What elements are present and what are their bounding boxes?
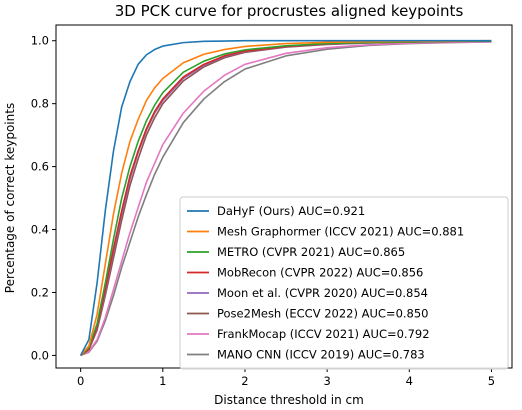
legend-entry: MobRecon (CVPR 2022) AUC=0.856 bbox=[217, 266, 423, 280]
x-axis: 0 1 2 3 4 5 bbox=[77, 368, 495, 388]
legend-entry: METRO (CVPR 2021) AUC=0.865 bbox=[217, 245, 405, 259]
legend: DaHyF (Ours) AUC=0.921 Mesh Graphormer (I… bbox=[179, 196, 509, 370]
x-tick-label: 2 bbox=[241, 374, 248, 388]
legend-entry: Mesh Graphormer (ICCV 2021) AUC=0.881 bbox=[217, 225, 464, 239]
y-axis: 0.0 0.2 0.4 0.6 0.8 1.0 bbox=[31, 34, 56, 362]
legend-box bbox=[179, 196, 509, 370]
series-line bbox=[80, 40, 492, 357]
y-tick-label: 0.0 bbox=[31, 348, 49, 362]
legend-entry: DaHyF (Ours) AUC=0.921 bbox=[217, 204, 365, 218]
x-tick-label: 5 bbox=[488, 374, 495, 388]
y-axis-label: Percentage of correct keypoints bbox=[3, 103, 17, 293]
y-tick-label: 1.0 bbox=[31, 34, 49, 48]
y-tick-label: 0.8 bbox=[31, 97, 49, 111]
y-tick-label: 0.4 bbox=[31, 223, 49, 237]
series-line bbox=[80, 39, 492, 356]
series-line bbox=[80, 40, 492, 356]
x-tick-label: 1 bbox=[159, 374, 166, 388]
legend-entry: Moon et al. (CVPR 2020) AUC=0.854 bbox=[217, 286, 428, 300]
x-tick-label: 0 bbox=[77, 374, 84, 388]
series-line bbox=[79, 39, 492, 356]
legend-entry: Pose2Mesh (ECCV 2022) AUC=0.850 bbox=[217, 307, 429, 321]
x-axis-label: Distance threshold in cm bbox=[214, 393, 364, 407]
legend-entry: MANO CNN (ICCV 2019) AUC=0.783 bbox=[217, 348, 425, 362]
plot-area bbox=[79, 39, 492, 357]
x-tick-label: 3 bbox=[323, 374, 330, 388]
series-line bbox=[80, 41, 492, 357]
legend-entry: FrankMocap (ICCV 2021) AUC=0.792 bbox=[217, 327, 430, 341]
chart-title: 3D PCK curve for procrustes aligned keyp… bbox=[115, 2, 464, 20]
x-tick-label: 4 bbox=[406, 374, 413, 388]
y-tick-label: 0.6 bbox=[31, 160, 49, 174]
y-tick-label: 0.2 bbox=[31, 285, 49, 299]
